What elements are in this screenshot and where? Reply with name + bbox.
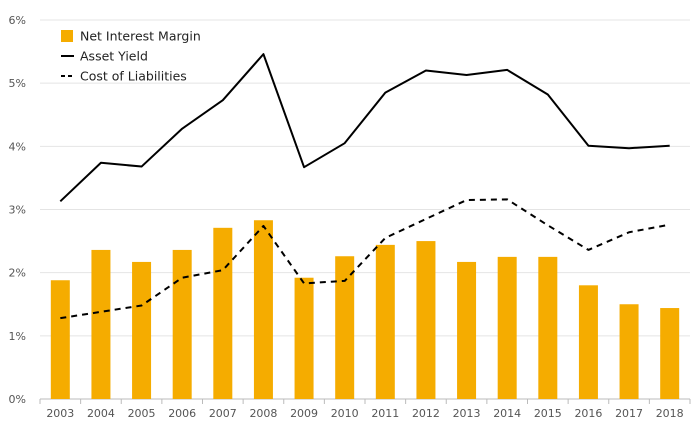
x-tick-label: 2008 [249, 407, 277, 420]
bar-net-interest-margin-2013 [457, 261, 477, 399]
bar-net-interest-margin-2008 [253, 220, 273, 399]
x-tick-label: 2017 [615, 407, 643, 420]
bar-net-interest-margin-2011 [375, 244, 395, 399]
legend-label-asset-yield: Asset Yield [80, 49, 148, 64]
y-tick-label: 5% [9, 77, 26, 90]
bar-net-interest-margin-2014 [497, 256, 517, 399]
x-tick-label: 2014 [493, 407, 521, 420]
bar-net-interest-margin-2015 [538, 256, 558, 399]
bar-net-interest-margin-2005 [132, 261, 152, 399]
x-tick-label: 2016 [574, 407, 602, 420]
x-tick-label: 2004 [87, 407, 115, 420]
y-tick-label: 0% [9, 393, 26, 406]
x-tick-label: 2006 [168, 407, 196, 420]
x-tick-label: 2013 [453, 407, 481, 420]
bar-net-interest-margin-2016 [578, 285, 598, 399]
x-tick-label: 2003 [46, 407, 74, 420]
legend-label-cost-of-liabilities: Cost of Liabilities [80, 69, 187, 84]
x-axis-ticks: 2003 2004 2005 2006 2007 2008 2009 2010 2011 2012… [46, 407, 683, 420]
lines [59, 53, 670, 320]
x-tick-label: 2015 [534, 407, 562, 420]
bar-net-interest-margin-2003 [50, 280, 70, 399]
bar-net-interest-margin-2004 [91, 249, 111, 399]
x-tick-label: 2011 [371, 407, 399, 420]
legend-label-net-interest-margin: Net Interest Margin [80, 29, 201, 44]
y-tick-label: 1% [9, 330, 26, 343]
bar-net-interest-margin-2007 [213, 227, 233, 399]
bar-net-interest-margin-2006 [172, 249, 192, 399]
legend-swatch-net-interest-margin [61, 30, 73, 42]
bars [50, 220, 680, 399]
line-asset-yield [59, 53, 670, 203]
x-tick-label: 2018 [656, 407, 684, 420]
x-tick-label: 2010 [331, 407, 359, 420]
x-tick-label: 2009 [290, 407, 318, 420]
line-cost-of-liabilities [60, 198, 670, 320]
bar-net-interest-margin-2012 [416, 241, 436, 399]
bar-net-interest-margin-2018 [660, 308, 680, 399]
bar-net-interest-margin-2017 [619, 304, 639, 399]
bar-net-interest-margin-2010 [335, 256, 355, 399]
legend: Net Interest Margin Asset Yield Cost of Li… [61, 29, 201, 84]
y-axis-ticks: 0% 1% 2% 3% 4% 5% 6% [9, 14, 26, 406]
y-tick-label: 6% [9, 14, 26, 27]
x-tick-label: 2005 [128, 407, 156, 420]
y-tick-label: 3% [9, 204, 26, 217]
y-tick-label: 4% [9, 140, 26, 153]
bar-net-interest-margin-2009 [294, 277, 314, 399]
x-tick-label: 2012 [412, 407, 440, 420]
x-tick-label: 2007 [209, 407, 237, 420]
y-tick-label: 2% [9, 267, 26, 280]
